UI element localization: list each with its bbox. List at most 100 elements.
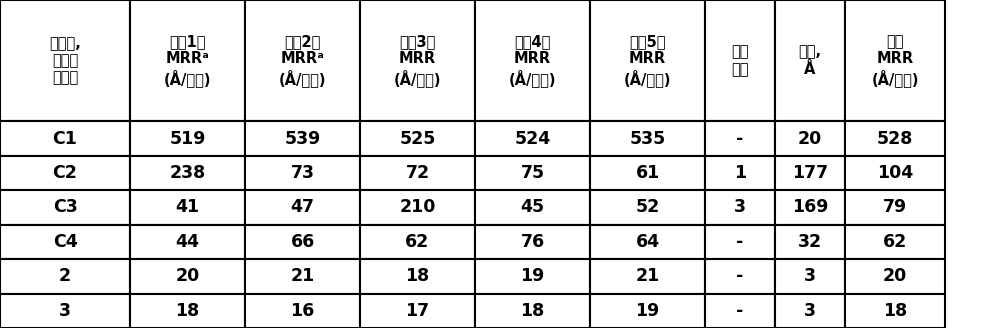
Bar [245,259,360,294]
Bar [775,259,845,294]
Bar [130,190,245,225]
Text: 535: 535 [629,130,666,148]
Text: 32: 32 [798,233,822,251]
Text: 3: 3 [59,302,71,320]
Bar [245,294,360,328]
Text: 62: 62 [405,233,430,251]
Text: 539: 539 [284,130,321,148]
Text: 18: 18 [883,302,907,320]
Text: 平均
MRR
(Å/分钟): 平均 MRR (Å/分钟) [871,34,919,87]
Text: 524: 524 [514,130,551,148]
Bar [845,259,945,294]
Bar [130,225,245,259]
Bar [0,259,130,294]
Text: 61: 61 [635,164,660,182]
Bar [130,121,245,156]
Bar [775,225,845,259]
Text: 位由5的
MRR
(Å/分钟): 位由5的 MRR (Å/分钟) [624,34,671,87]
Bar [845,294,945,328]
Bar [130,259,245,294]
Text: 20: 20 [883,267,907,285]
Text: 位由4的
MRR
(Å/分钟): 位由4的 MRR (Å/分钟) [509,34,556,87]
Text: 45: 45 [520,198,545,216]
Text: -: - [736,267,744,285]
Text: 17: 17 [405,302,430,320]
Text: 20: 20 [175,267,200,285]
Bar [245,190,360,225]
Text: 210: 210 [399,198,436,216]
Bar [360,259,475,294]
Text: 72: 72 [405,164,430,182]
Bar [130,156,245,190]
Bar [475,294,590,328]
Bar [775,156,845,190]
Text: 104: 104 [877,164,913,182]
Text: 52: 52 [635,198,660,216]
Bar [845,156,945,190]
Text: 75: 75 [520,164,545,182]
Bar [705,294,775,328]
Bar [845,190,945,225]
Bar [130,294,245,328]
Bar [590,121,705,156]
Bar [475,259,590,294]
Text: 18: 18 [520,302,545,320]
Bar [775,294,845,328]
Bar [475,225,590,259]
Bar [705,259,775,294]
Text: 19: 19 [635,302,660,320]
Bar [475,121,590,156]
Text: -: - [736,233,744,251]
Text: 76: 76 [520,233,545,251]
Bar [845,121,945,156]
Text: -: - [736,302,744,320]
Text: 44: 44 [176,233,200,251]
Text: 3: 3 [734,198,746,216]
Text: 21: 21 [635,267,660,285]
Text: 位由2的
MRRᵃ
(Å/分钟): 位由2的 MRRᵃ (Å/分钟) [279,34,326,87]
Text: 范围,
Å: 范围, Å [798,45,822,77]
Text: 19: 19 [520,267,545,285]
Text: 177: 177 [792,164,828,182]
Text: 238: 238 [169,164,206,182]
Bar [590,0,705,121]
Bar [590,190,705,225]
Bar [705,121,775,156]
Bar [360,121,475,156]
Text: -: - [736,130,744,148]
Bar [705,0,775,121]
Bar [705,156,775,190]
Bar [845,0,945,121]
Text: 73: 73 [290,164,314,182]
Text: 18: 18 [405,267,430,285]
Bar [245,121,360,156]
Text: 79: 79 [883,198,907,216]
Bar [590,156,705,190]
Text: 64: 64 [635,233,660,251]
Text: 16: 16 [290,302,315,320]
Bar [475,190,590,225]
Text: 66: 66 [290,233,315,251]
Text: 41: 41 [175,198,200,216]
Bar [775,0,845,121]
Text: 实施例,
对比实
验编号: 实施例, 对比实 验编号 [49,36,81,86]
Bar [245,0,360,121]
Bar [0,121,130,156]
Bar [0,225,130,259]
Bar [475,156,590,190]
Bar [360,294,475,328]
Text: 169: 169 [792,198,828,216]
Bar [245,225,360,259]
Text: 519: 519 [169,130,206,148]
Bar [845,225,945,259]
Bar [590,259,705,294]
Bar [360,190,475,225]
Bar [0,0,130,121]
Text: C4: C4 [53,233,77,251]
Bar [360,156,475,190]
Text: C3: C3 [53,198,77,216]
Bar [590,225,705,259]
Bar [775,121,845,156]
Bar [0,190,130,225]
Text: 20: 20 [798,130,822,148]
